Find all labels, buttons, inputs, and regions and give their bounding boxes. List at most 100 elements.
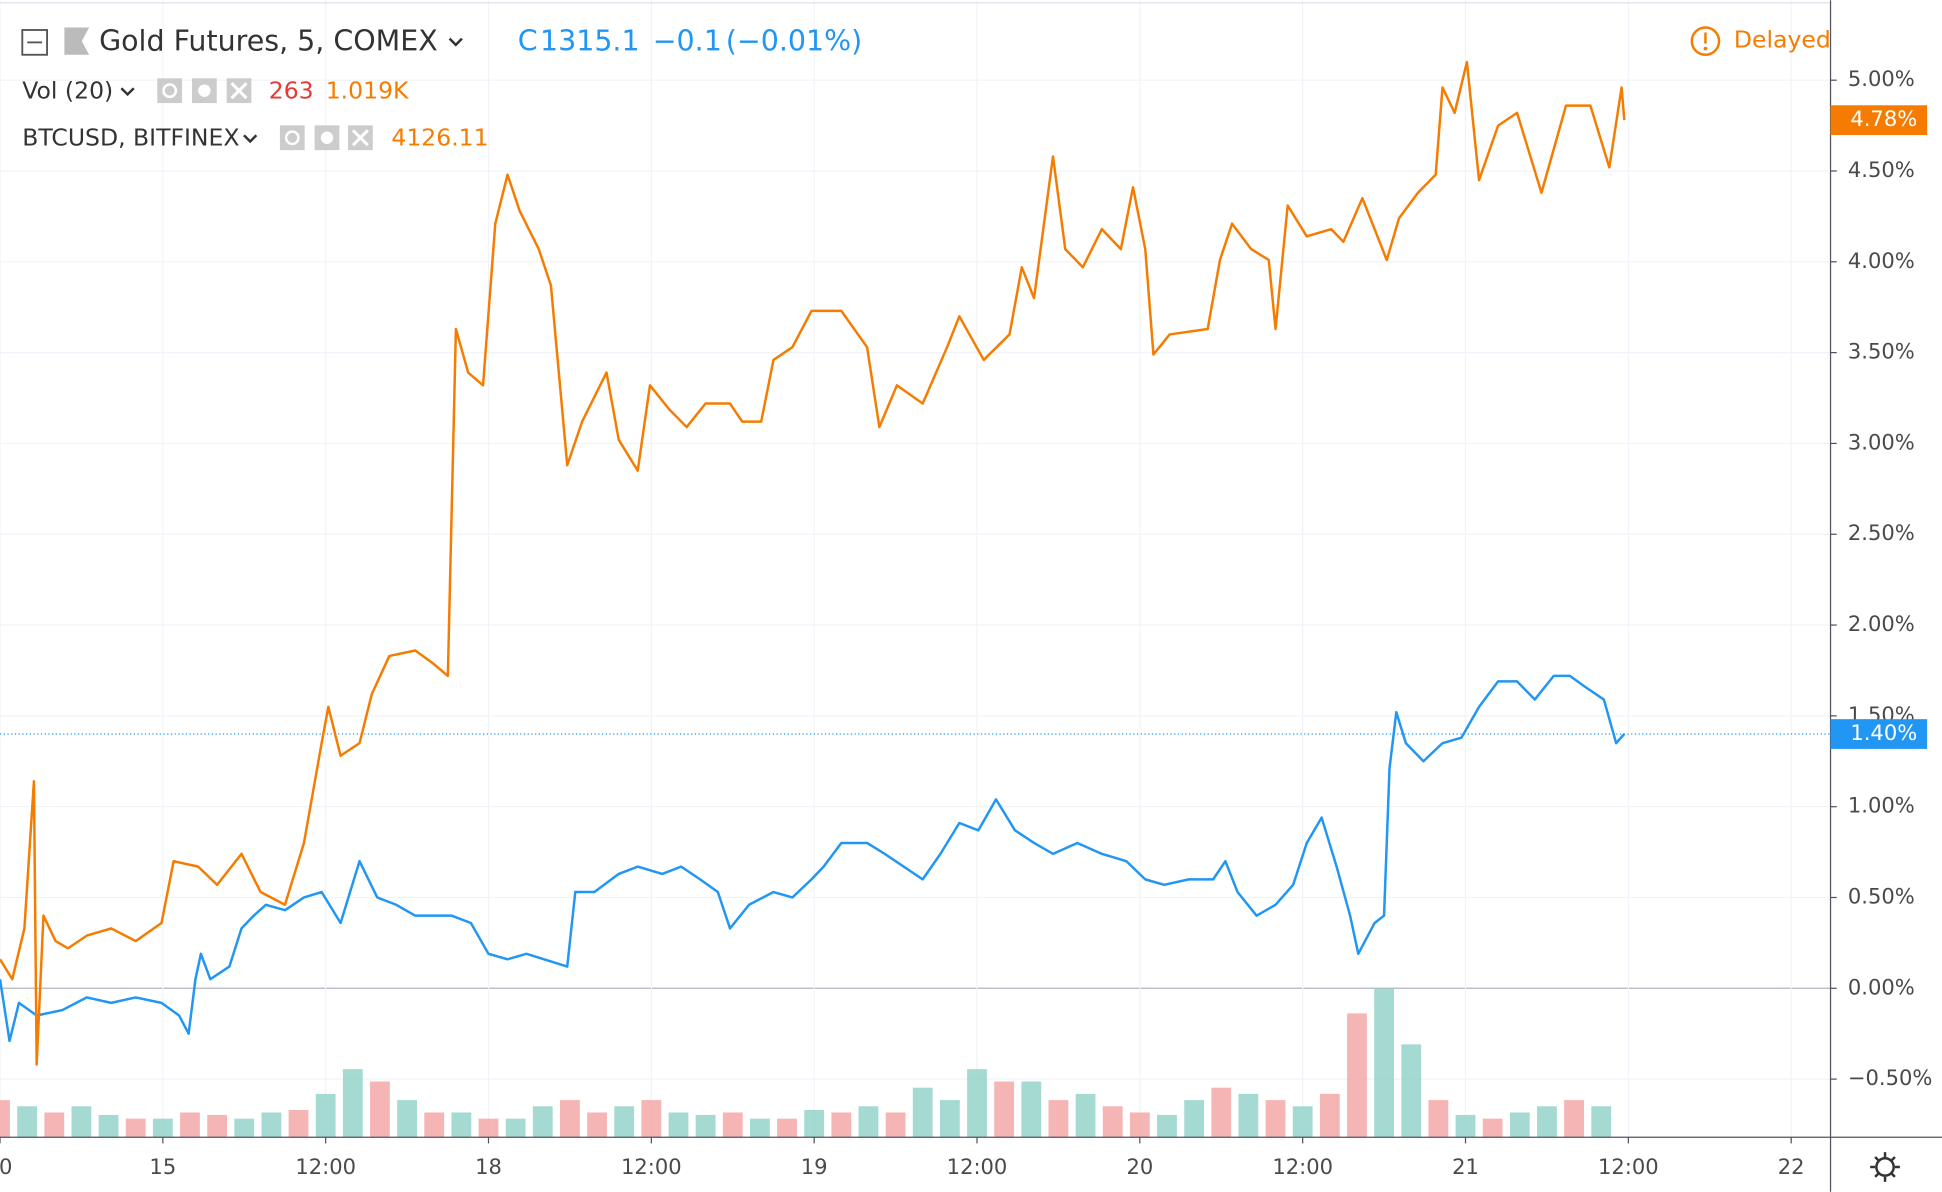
volume-bar <box>994 1081 1015 1138</box>
compare-value: 4126.11 <box>391 123 488 151</box>
y-tick-label: 3.50% <box>1848 339 1915 364</box>
x-tick-label: 20 <box>1126 1154 1153 1179</box>
volume-bar <box>424 1112 445 1138</box>
gear-ring <box>1875 1157 1895 1177</box>
volume-bar <box>1075 1093 1096 1138</box>
volume-bar <box>1347 1013 1367 1138</box>
y-tick-label: −0.50% <box>1848 1065 1933 1090</box>
volume-bar <box>44 1112 65 1138</box>
volume-bar <box>370 1081 390 1138</box>
y-tick-label: 2.00% <box>1848 611 1915 636</box>
compare-title[interactable]: BTCUSD, BITFINEX <box>22 123 239 151</box>
volume-bar <box>207 1114 228 1138</box>
y-tick-label: 1.00% <box>1848 793 1915 818</box>
gear-icon <box>198 84 211 97</box>
volume-bar <box>668 1112 689 1138</box>
volume-bar <box>125 1118 146 1138</box>
collapse-button[interactable] <box>21 29 48 56</box>
chevron[interactable] <box>120 87 135 97</box>
last-value-badge <box>1830 719 1928 749</box>
volume-bar <box>831 1112 852 1138</box>
volume-bar <box>71 1106 92 1138</box>
y-tick-label: 2.50% <box>1848 520 1915 545</box>
volume-bar <box>315 1093 336 1138</box>
volume-bar <box>1048 1100 1069 1138</box>
volume-bar <box>180 1112 200 1138</box>
volume-bar <box>722 1112 743 1138</box>
volume-bar <box>98 1114 119 1138</box>
x-tick-label: 12:00 <box>295 1154 356 1179</box>
last-value-label: 1.40% <box>1850 720 1917 745</box>
chevron[interactable] <box>448 37 463 47</box>
x-tick-label: 18 <box>475 1154 502 1179</box>
volume-bar <box>939 1100 960 1138</box>
volume-bar <box>1238 1093 1259 1138</box>
volume-bar <box>478 1118 499 1138</box>
volume-bar <box>885 1112 906 1138</box>
symbol-title[interactable]: Gold Futures, 5, COMEX <box>99 24 438 57</box>
remove-icon <box>351 129 369 147</box>
volume-bar <box>1129 1112 1150 1138</box>
volume-bar <box>1455 1114 1476 1138</box>
volume-title[interactable]: Vol (20) <box>22 76 113 104</box>
volume-bar <box>641 1100 662 1138</box>
volume-bar <box>261 1112 282 1138</box>
volume-bar <box>1157 1114 1177 1138</box>
y-tick-label: 4.50% <box>1848 157 1915 182</box>
last-value-badge <box>1830 105 1928 136</box>
gear-teeth <box>1870 1152 1900 1182</box>
volume-bar <box>1564 1100 1584 1138</box>
close-value: 1315.1 <box>540 24 640 57</box>
grid <box>0 0 1831 1138</box>
x-tick-label: 22 <box>1778 1154 1805 1179</box>
volume-bar <box>1265 1100 1286 1138</box>
x-tick-label: 12:00 <box>947 1154 1008 1179</box>
gear-icon <box>320 131 334 144</box>
volume-bar <box>1428 1100 1449 1138</box>
volume-bar <box>967 1069 987 1138</box>
volume-bar <box>342 1069 363 1138</box>
volume-bar <box>1102 1106 1123 1138</box>
volume-bar <box>397 1100 417 1138</box>
eye-icon <box>162 83 178 99</box>
series-line <box>0 674 1626 1043</box>
volume-bar <box>695 1114 716 1138</box>
volume-bar <box>1537 1106 1557 1138</box>
volume-bar <box>505 1118 526 1138</box>
eye-button[interactable] <box>279 125 305 151</box>
volume-bar <box>1211 1087 1232 1138</box>
volume-bar <box>614 1106 635 1138</box>
compare-buttons <box>279 125 373 151</box>
plot-area <box>0 60 1831 1066</box>
y-tick-label: 0.50% <box>1848 883 1915 908</box>
series-line <box>0 60 1626 1066</box>
volume-bar <box>288 1109 309 1138</box>
volume-bar <box>1292 1106 1313 1138</box>
volume-average: 1.019K <box>326 76 409 104</box>
volume-bar <box>532 1106 553 1138</box>
delayed-icon <box>1690 26 1721 57</box>
eye-button[interactable] <box>157 78 183 104</box>
chevron[interactable] <box>243 134 258 144</box>
volume-bar <box>777 1118 797 1138</box>
axes: −0.50%0.00%0.50%1.00%1.50%2.00%2.50%3.00… <box>0 66 1932 1179</box>
flag-icon <box>64 27 90 55</box>
change: −0.1 <box>653 24 722 57</box>
delayed-label[interactable]: Delayed <box>1734 26 1831 54</box>
volume-bar <box>1374 988 1395 1138</box>
close-prefix: C <box>518 24 538 57</box>
volume-bar <box>587 1112 607 1138</box>
y-tick-label: 3.00% <box>1848 429 1915 454</box>
volume-bar <box>560 1100 580 1138</box>
x-tick-label: 12:00 <box>621 1154 682 1179</box>
x-tick-label: 19 <box>801 1154 828 1179</box>
settings-gear[interactable] <box>1870 1152 1900 1182</box>
volume-bar <box>1509 1112 1530 1138</box>
volume-bar <box>234 1118 255 1138</box>
volume-bar <box>1319 1093 1340 1138</box>
remove-icon <box>230 82 248 100</box>
eye-icon <box>284 130 300 146</box>
y-tick-label: 0.00% <box>1848 974 1915 999</box>
x-tick-label: 12:00 <box>1272 1154 1333 1179</box>
